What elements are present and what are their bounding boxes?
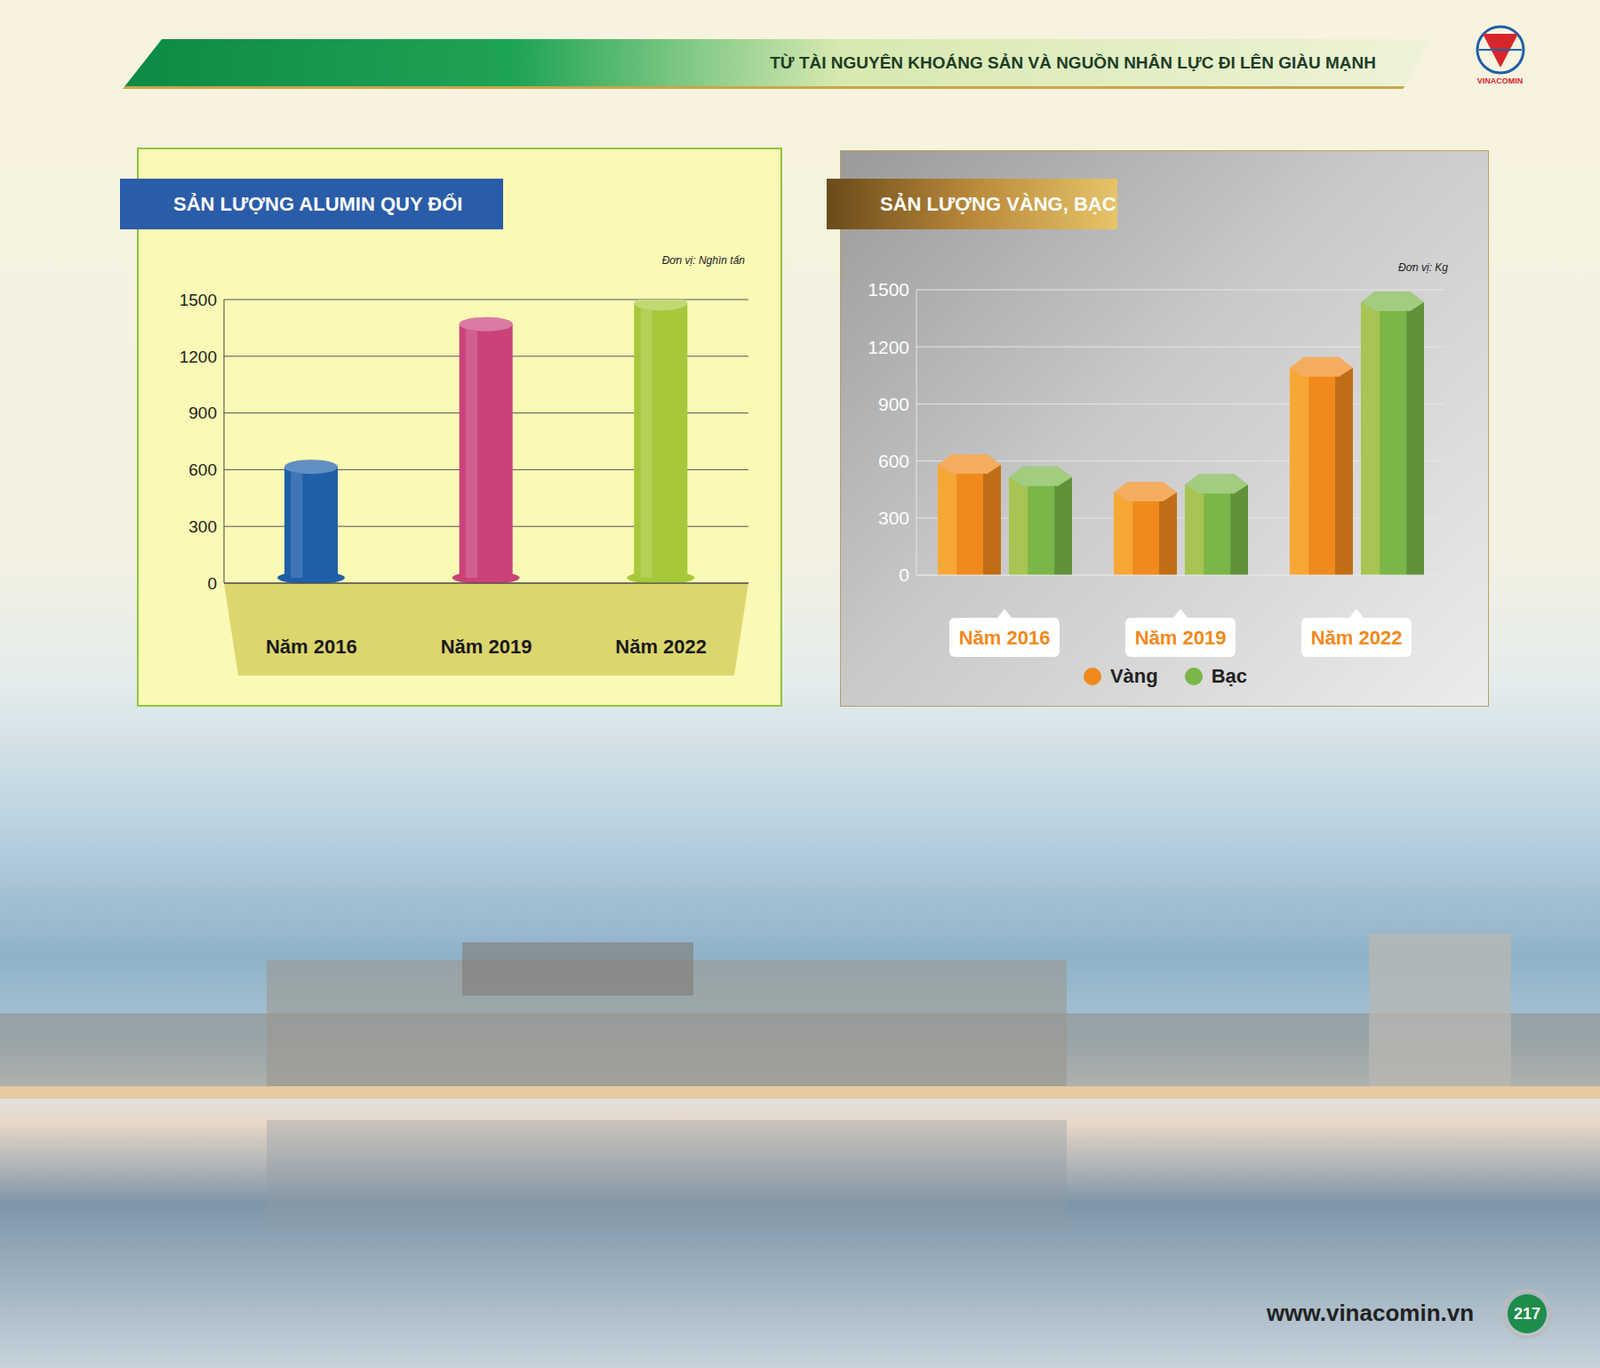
- svg-text:900: 900: [188, 403, 217, 423]
- svg-text:0: 0: [207, 574, 217, 593]
- svg-text:Năm 2019: Năm 2019: [440, 635, 533, 658]
- html-text:Đơn vị: Nghìn tấn: Đơn vị: Nghìn tấn: [661, 254, 745, 267]
- svg-text:Năm 2016: Năm 2016: [959, 626, 1051, 649]
- svg-text:600: 600: [188, 460, 217, 480]
- svg-text:600: 600: [878, 450, 910, 472]
- html-text:Bạc: Bạc: [1211, 664, 1248, 688]
- html-text:TỪ TÀI NGUYÊN KHOÁNG SẢN VÀ NG: TỪ TÀI NGUYÊN KHOÁNG SẢN VÀ NGUỒN NHÂN L…: [770, 52, 1376, 72]
- html-text:VINACOMIN: VINACOMIN: [1477, 76, 1523, 86]
- html-text:Đơn vị: Kg: Đơn vị: Kg: [1398, 261, 1448, 274]
- svg-text:Năm 2022: Năm 2022: [1311, 626, 1403, 649]
- html-text:SẢN LƯỢNG ALUMIN QUY ĐỔI: SẢN LƯỢNG ALUMIN QUY ĐỔI: [173, 192, 463, 215]
- html-text:Vàng: Vàng: [1110, 664, 1158, 688]
- svg-text:0: 0: [898, 564, 910, 585]
- html-text:www.vinacomin.vn: www.vinacomin.vn: [1266, 1299, 1474, 1327]
- svg-text:Năm 2016: Năm 2016: [265, 635, 358, 658]
- svg-text:1500: 1500: [867, 279, 910, 300]
- html-text:SẢN LƯỢNG VÀNG, BẠC: SẢN LƯỢNG VÀNG, BẠC: [880, 192, 1117, 215]
- svg-text:300: 300: [878, 507, 910, 528]
- svg-text:1500: 1500: [179, 290, 217, 310]
- svg-text:1200: 1200: [867, 336, 910, 358]
- svg-text:900: 900: [878, 393, 910, 415]
- html-text:217: 217: [1513, 1304, 1541, 1323]
- svg-text:1200: 1200: [179, 347, 217, 367]
- svg-text:Năm 2019: Năm 2019: [1135, 626, 1227, 649]
- svg-text:300: 300: [188, 517, 217, 536]
- svg-text:Năm 2022: Năm 2022: [615, 635, 707, 658]
